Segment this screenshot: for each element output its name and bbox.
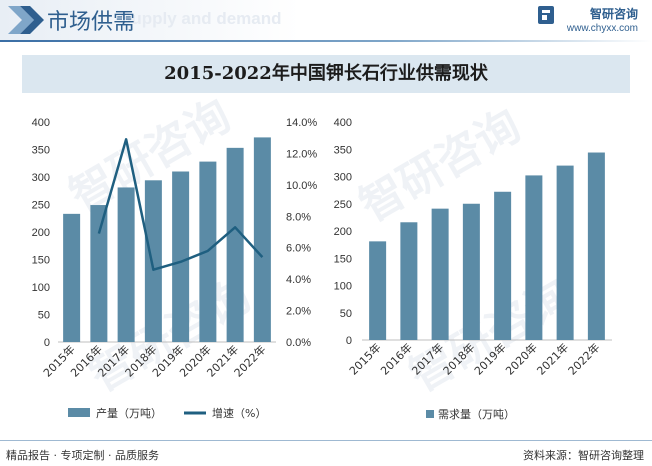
production-bar: [226, 147, 244, 342]
legend-swatch-production: [68, 408, 90, 417]
header-background: [0, 0, 300, 40]
demand-x-tick-label: 2022年: [565, 340, 602, 377]
chart-title-bar: 2015-2022年中国钾长石行业供需现状: [22, 55, 630, 93]
demand-x-tick-label: 2018年: [440, 340, 477, 377]
demand-x-tick-label: 2016年: [378, 340, 415, 377]
source-note: 资料来源：智研咨询整理: [523, 449, 644, 462]
left-y-tick-label: 250: [32, 200, 50, 212]
left-y-tick-label: 350: [32, 145, 50, 157]
legend-label-demand: 需求量（万吨）: [438, 408, 515, 421]
double-chevron-icon: [8, 6, 44, 34]
brand-logo: 智研咨询 www.chyxx.com: [528, 4, 638, 38]
left-y-tick-label: 0: [44, 337, 50, 349]
legend-label-growth: 增速（%）: [212, 406, 266, 420]
demand-bar: [369, 241, 387, 340]
demand-y-tick-label: 0: [346, 335, 352, 347]
chart-title: 2015-2022年中国钾长石行业供需现状: [164, 63, 488, 84]
brand-name: 智研咨询: [589, 7, 638, 21]
demand-bar: [494, 191, 512, 340]
demand-bar: [431, 208, 449, 340]
right-y-tick-label: 0.0%: [286, 337, 311, 349]
demand-bar: [400, 222, 418, 340]
demand-bar: [556, 165, 574, 340]
demand-bar: [587, 152, 605, 340]
left-y-tick-label: 150: [32, 255, 50, 267]
production-bar: [117, 187, 135, 342]
footer-divider: [0, 440, 652, 441]
footer-tagline: 精品报告 · 专项定制 · 品质服务: [6, 449, 159, 462]
demand-y-tick-label: 350: [334, 144, 352, 156]
demand-bar: [462, 203, 480, 340]
growth-rate-line: [97, 138, 264, 271]
demand-bar: [525, 175, 543, 340]
demand-x-tick-label: 2020年: [503, 340, 540, 377]
header-ghost-text: Supply and demand: [120, 9, 282, 28]
demand-x-tick-label: 2019年: [471, 340, 508, 377]
legend-swatch-demand: [426, 410, 434, 418]
right-y-tick-label: 6.0%: [286, 243, 311, 255]
page-title: 市场供需: [47, 10, 136, 35]
production-bar: [253, 137, 271, 342]
brand-url: www.chyxx.com: [566, 23, 638, 34]
demand-x-tick-label: 2021年: [534, 340, 571, 377]
left-y-tick-label: 400: [32, 117, 50, 129]
left-y-tick-label: 200: [32, 227, 50, 239]
demand-y-tick-label: 250: [334, 199, 352, 211]
right-y-tick-label: 4.0%: [286, 274, 311, 286]
production-bar: [90, 205, 108, 342]
legend-label-production: 产量（万吨）: [96, 406, 162, 420]
brand-logo-icon: [538, 6, 554, 24]
right-y-tick-label: 12.0%: [286, 148, 317, 160]
right-y-tick-label: 2.0%: [286, 306, 311, 318]
demand-y-tick-label: 400: [334, 117, 352, 129]
right-y-tick-label: 8.0%: [286, 211, 311, 223]
demand-x-tick-label: 2017年: [409, 340, 446, 377]
header: Supply and demand 市场供需 智研咨询 www.chyxx.co…: [0, 0, 652, 40]
demand-y-tick-label: 300: [334, 172, 352, 184]
demand-y-tick-label: 150: [334, 253, 352, 265]
right-y-tick-label: 10.0%: [286, 180, 317, 192]
left-y-tick-label: 50: [38, 310, 50, 322]
production-bar: [144, 180, 162, 342]
left-y-tick-label: 100: [32, 282, 50, 294]
header-divider: [0, 40, 652, 42]
demand-y-tick-label: 100: [334, 281, 352, 293]
demand-y-tick-label: 50: [340, 308, 352, 320]
production-bar: [63, 213, 81, 342]
charts-canvas: 0 50 100 150 200 250 300 350 400 0.0% 2.0% 4.0% 6.0%…: [32, 117, 612, 421]
production-bar: [172, 171, 190, 342]
left-y-tick-label: 300: [32, 172, 50, 184]
demand-y-tick-label: 200: [334, 226, 352, 238]
right-y-tick-label: 14.0%: [286, 117, 317, 129]
